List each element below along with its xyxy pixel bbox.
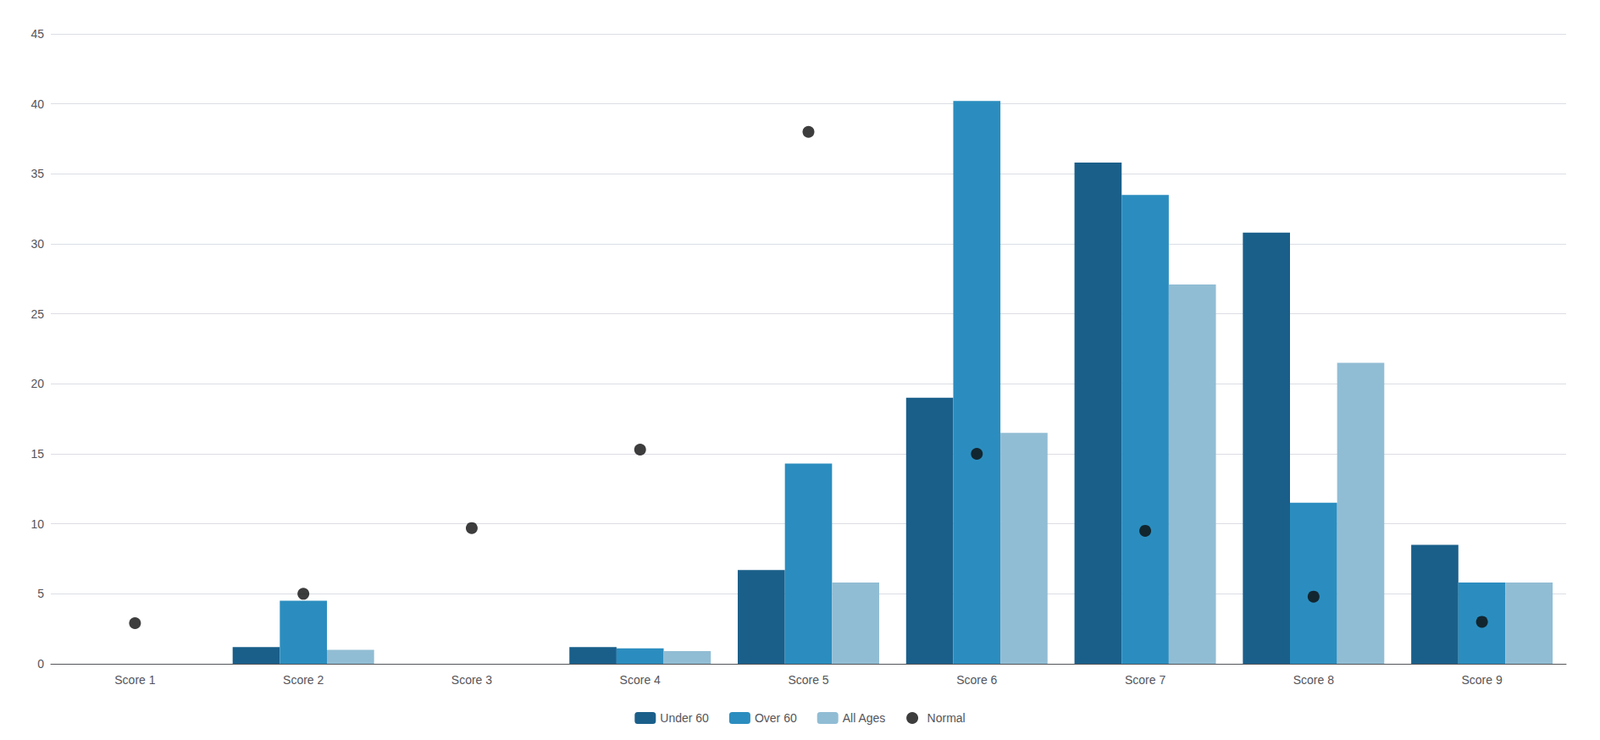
svg-text:0: 0 bbox=[37, 657, 45, 671]
svg-text:Score 2: Score 2 bbox=[282, 673, 324, 687]
svg-text:Score 1: Score 1 bbox=[114, 673, 156, 687]
svg-text:10: 10 bbox=[30, 517, 45, 532]
svg-text:30: 30 bbox=[30, 237, 45, 251]
svg-text:Under 60: Under 60 bbox=[659, 711, 709, 726]
svg-text:40: 40 bbox=[30, 97, 45, 111]
svg-text:20: 20 bbox=[30, 376, 45, 391]
svg-text:Score 5: Score 5 bbox=[787, 673, 829, 687]
svg-text:Score 9: Score 9 bbox=[1461, 673, 1502, 687]
svg-text:Score 3: Score 3 bbox=[451, 673, 493, 687]
svg-text:Score 6: Score 6 bbox=[956, 673, 997, 687]
svg-text:25: 25 bbox=[30, 307, 45, 322]
svg-text:Score 4: Score 4 bbox=[620, 673, 661, 687]
svg-text:35: 35 bbox=[30, 166, 45, 181]
svg-text:5: 5 bbox=[37, 586, 45, 601]
svg-text:Normal: Normal bbox=[927, 711, 966, 726]
svg-text:15: 15 bbox=[30, 447, 45, 461]
svg-text:Score 7: Score 7 bbox=[1124, 673, 1166, 687]
svg-text:Score 8: Score 8 bbox=[1293, 673, 1335, 687]
svg-text:All Ages: All Ages bbox=[842, 711, 886, 726]
svg-text:45: 45 bbox=[30, 27, 45, 41]
svg-text:Over 60: Over 60 bbox=[754, 711, 798, 726]
